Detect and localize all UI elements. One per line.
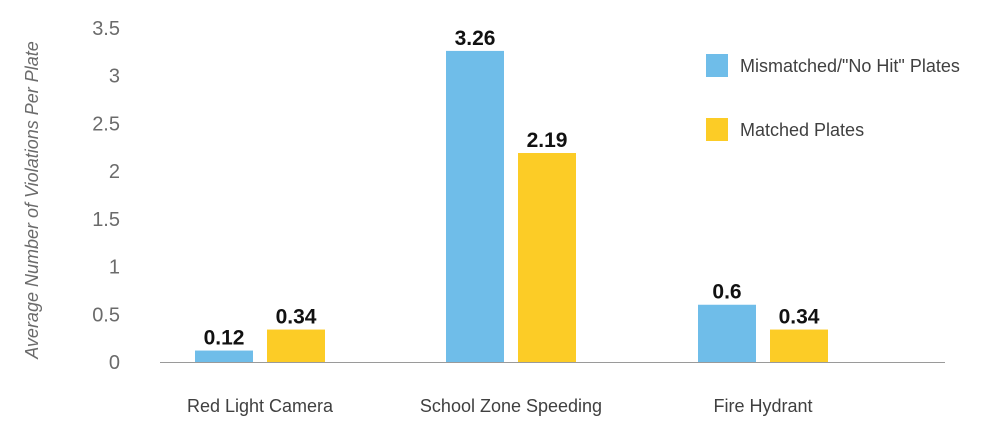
y-tick-label: 1.5 xyxy=(92,209,120,231)
legend-swatch xyxy=(706,118,728,141)
legend-label: Mismatched/"No Hit" Plates xyxy=(740,56,960,76)
y-axis-ticks: 0 0.5 1 1.5 2 2.5 3 3.5 xyxy=(92,18,120,374)
bar-value-label: 2.19 xyxy=(527,129,568,152)
bar-value-label: 3.26 xyxy=(455,27,496,50)
y-tick-label: 2.5 xyxy=(92,113,120,135)
bars-group xyxy=(195,50,828,362)
bar-value-label: 0.12 xyxy=(204,327,245,350)
legend: Mismatched/"No Hit" Plates Matched Plates xyxy=(706,54,960,141)
bar-mismatched-0 xyxy=(195,350,253,362)
bar-matched-0 xyxy=(267,329,325,362)
x-category-label: Red Light Camera xyxy=(187,396,334,416)
bar-matched-2 xyxy=(770,329,828,362)
x-category-label: School Zone Speeding xyxy=(420,396,602,416)
y-tick-label: 2 xyxy=(109,161,120,183)
x-category-label: Fire Hydrant xyxy=(713,396,812,416)
y-tick-label: 1 xyxy=(109,257,120,279)
bar-matched-1 xyxy=(518,153,576,362)
legend-swatch xyxy=(706,54,728,77)
legend-label: Matched Plates xyxy=(740,120,864,140)
y-tick-label: 0 xyxy=(109,352,120,374)
x-category-labels: Red Light Camera School Zone Speeding Fire… xyxy=(187,396,813,416)
bar-mismatched-2 xyxy=(698,304,756,362)
bar-mismatched-1 xyxy=(446,50,504,362)
y-axis-title: Average Number of Violations Per Plate xyxy=(22,41,42,360)
bar-value-label: 0.34 xyxy=(276,306,317,329)
y-tick-label: 3 xyxy=(109,66,120,88)
bar-value-label: 0.6 xyxy=(712,281,741,304)
y-tick-label: 3.5 xyxy=(92,18,120,40)
y-tick-label: 0.5 xyxy=(92,304,120,326)
value-labels-group: 0.12 0.34 3.26 2.19 0.6 0.34 xyxy=(204,27,820,350)
bar-value-label: 0.34 xyxy=(779,306,820,329)
y-axis-title-group: Average Number of Violations Per Plate xyxy=(22,41,42,360)
